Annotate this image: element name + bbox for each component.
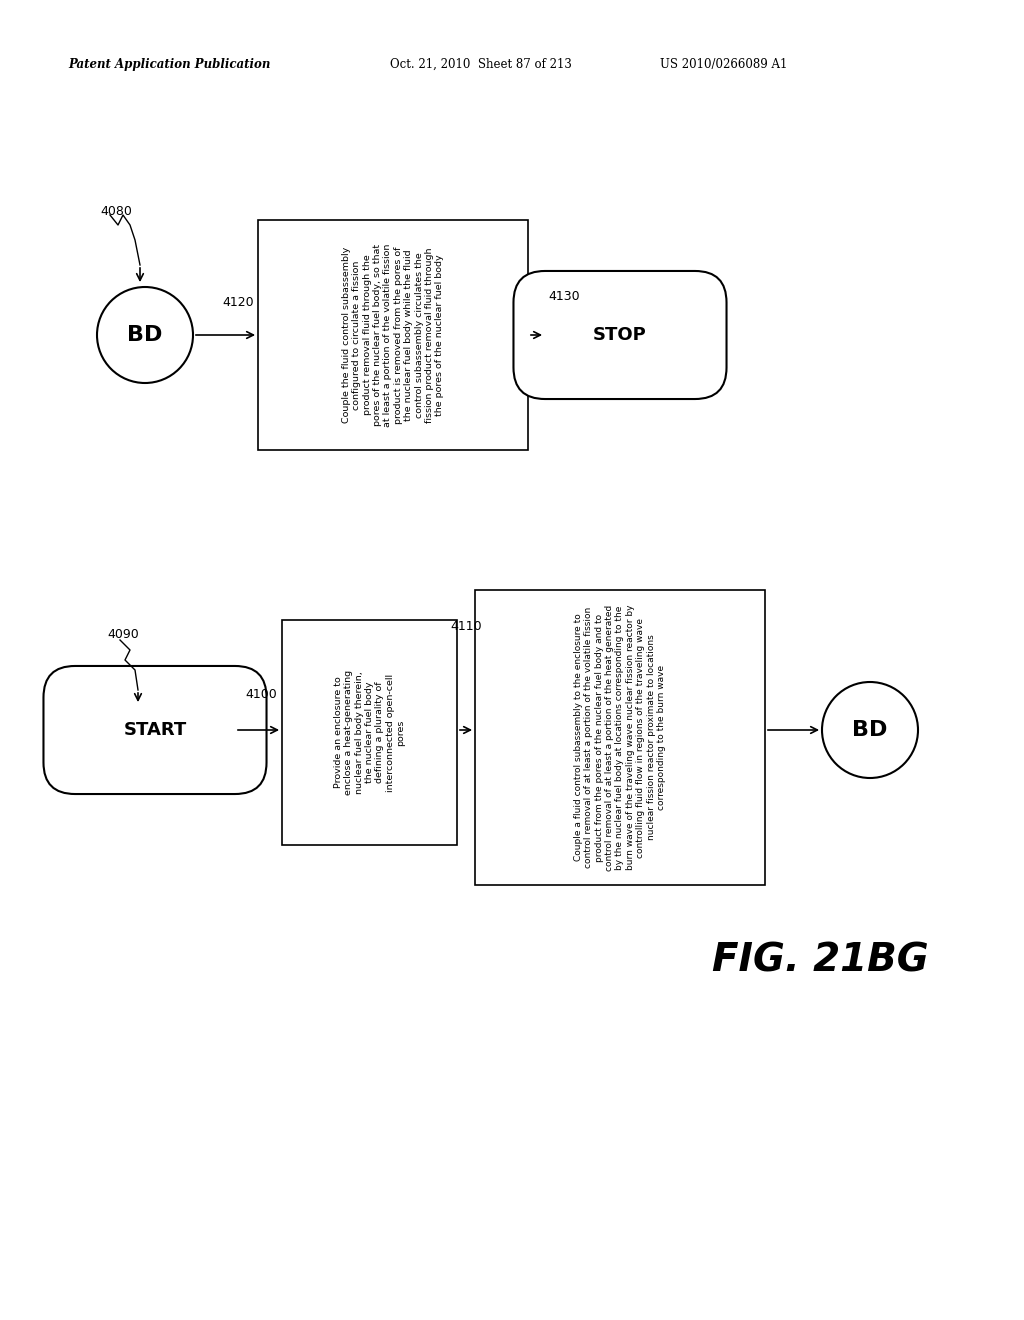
- Text: 4100: 4100: [245, 688, 276, 701]
- Text: 4110: 4110: [450, 620, 481, 634]
- Text: Couple the fluid control subassembly
configured to circulate a fission
product r: Couple the fluid control subassembly con…: [342, 243, 444, 426]
- Text: Provide an enclosure to
enclose a heat-generating
nuclear fuel body therein,
the: Provide an enclosure to enclose a heat-g…: [334, 671, 406, 795]
- Bar: [258, 220, 528, 450]
- Circle shape: [97, 286, 193, 383]
- Text: FIG. 21BG: FIG. 21BG: [712, 941, 929, 979]
- Text: Oct. 21, 2010  Sheet 87 of 213: Oct. 21, 2010 Sheet 87 of 213: [390, 58, 571, 71]
- Text: BD: BD: [852, 719, 888, 741]
- Text: 4080: 4080: [100, 205, 132, 218]
- Circle shape: [822, 682, 918, 777]
- Text: 4090: 4090: [106, 628, 138, 642]
- FancyBboxPatch shape: [513, 271, 726, 399]
- Text: START: START: [123, 721, 186, 739]
- Text: Patent Application Publication: Patent Application Publication: [68, 58, 270, 71]
- Text: STOP: STOP: [593, 326, 647, 345]
- FancyBboxPatch shape: [43, 667, 266, 795]
- Text: US 2010/0266089 A1: US 2010/0266089 A1: [660, 58, 787, 71]
- Bar: [282, 620, 457, 845]
- Text: Couple a fluid control subassembly to the enclosure to
control removal of at lea: Couple a fluid control subassembly to th…: [573, 605, 666, 871]
- Bar: [475, 590, 765, 884]
- Text: BD: BD: [127, 325, 163, 345]
- Text: 4120: 4120: [222, 296, 254, 309]
- Text: 4130: 4130: [548, 290, 580, 304]
